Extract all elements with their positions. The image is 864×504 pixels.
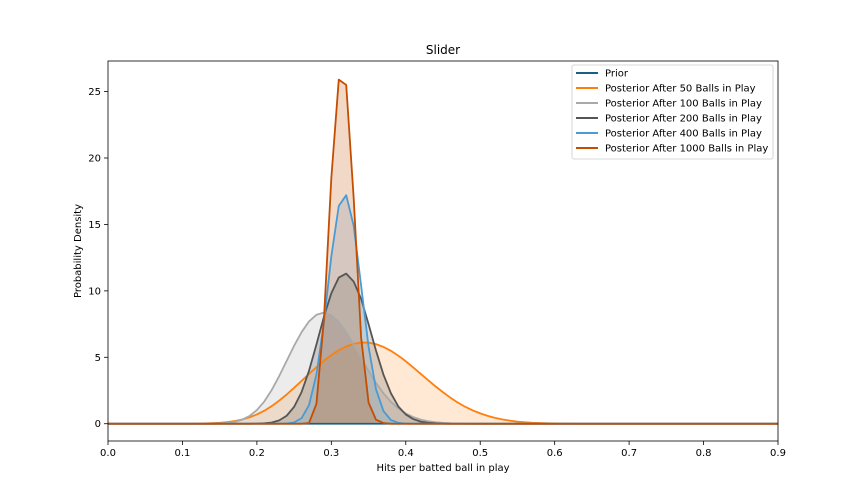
x-tick-label: 0.7 — [621, 448, 637, 459]
series-line-posterior-after-1000-balls-in-play — [108, 78, 778, 425]
x-tick-label: 0.9 — [770, 448, 786, 459]
legend-entry-posterior-after-1000-balls-in-play: Posterior After 1000 Balls in Play — [605, 144, 768, 155]
x-axis-label: Hits per batted ball in play — [376, 463, 509, 474]
x-tick-label: 0.0 — [100, 448, 116, 459]
y-tick-label: 15 — [88, 220, 101, 231]
legend-entry-posterior-after-200-balls-in-play: Posterior After 200 Balls in Play — [605, 114, 762, 125]
series-line-posterior-after-400-balls-in-play — [108, 194, 778, 425]
legend-entry-posterior-after-50-balls-in-play: Posterior After 50 Balls in Play — [605, 84, 756, 95]
x-tick-label: 0.1 — [174, 448, 190, 459]
x-tick-label: 0.3 — [323, 448, 339, 459]
x-tick-label: 0.2 — [249, 448, 265, 459]
legend-entry-posterior-after-100-balls-in-play: Posterior After 100 Balls in Play — [605, 99, 762, 110]
x-tick-label: 0.5 — [472, 448, 488, 459]
legend-box — [571, 64, 774, 160]
series-area-posterior-after-400-balls-in-play — [108, 195, 778, 424]
plot-frame — [107, 60, 779, 442]
series-area-posterior-after-50-balls-in-play — [108, 342, 778, 424]
y-tick-label: 0 — [95, 419, 101, 430]
y-axis-label: Probability Density — [73, 204, 84, 298]
y-tick-label: 25 — [88, 87, 101, 98]
series-area-posterior-after-100-balls-in-play — [108, 312, 778, 424]
chart-title: Slider — [426, 43, 460, 57]
x-tick-label: 0.8 — [696, 448, 712, 459]
series-lines — [108, 78, 778, 425]
x-tick-label: 0.6 — [547, 448, 563, 459]
y-tick-label: 5 — [95, 353, 101, 364]
x-tick-label: 0.4 — [398, 448, 414, 459]
legend: Prior Posterior After 50 Balls in Play Pos… — [571, 64, 774, 160]
legend-entry-posterior-after-400-balls-in-play: Posterior After 400 Balls in Play — [605, 129, 762, 140]
legend-entry-prior: Prior — [605, 69, 629, 80]
y-tick-label: 10 — [88, 286, 101, 297]
y-tick-label: 20 — [88, 153, 101, 164]
y-axis-ticks: 0 5 10 15 20 25 — [88, 87, 108, 430]
x-axis-ticks: 0.0 0.1 0.2 0.3 0.4 0.5 0.6 0.7 0.8 0.9 — [100, 441, 786, 459]
